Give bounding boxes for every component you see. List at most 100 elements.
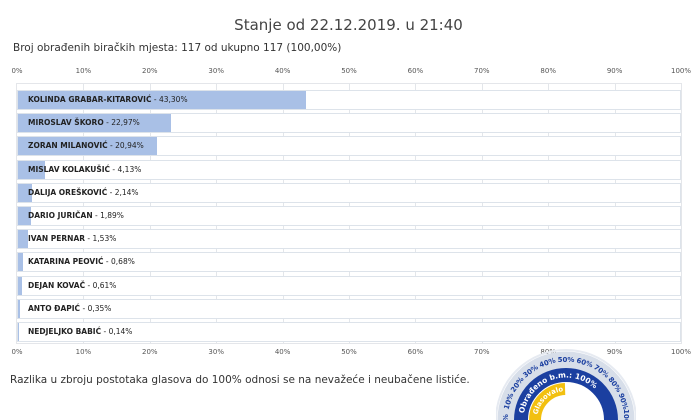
- x-tick-label: 40%: [274, 67, 291, 75]
- separator: -: [107, 187, 115, 197]
- x-tick-label: 0%: [11, 67, 23, 75]
- gauge-tick-label: 50%: [558, 356, 575, 364]
- turnout-gauge: 0%10%20%30%40% 50% 60%70%80%90%100%Obrađen…: [496, 325, 636, 420]
- candidate-row: DARIO JURIČAN - 1,89%: [17, 206, 681, 226]
- candidate-label: ANTO ĐAPIĆ - 0,35%: [28, 300, 111, 318]
- candidate-name: NEDJELJKO BABIĆ: [28, 327, 102, 336]
- result-bar: [18, 207, 31, 225]
- candidate-percentage: 20,94%: [115, 141, 144, 151]
- candidate-name: IVAN PERNAR: [28, 234, 86, 244]
- candidate-label: DALIJA OREŠKOVIĆ - 2,14%: [28, 184, 139, 202]
- candidate-name: DEJAN KOVAČ: [28, 280, 86, 290]
- result-bar: [18, 183, 33, 202]
- gauge-tick-label: 0%: [502, 414, 510, 420]
- x-axis-top: 0% 10% 20% 30% 40% 50% 60% 70% 80% 90% 100%: [11, 67, 691, 79]
- candidate-percentage: 0,61%: [92, 280, 117, 290]
- x-tick-label: 60%: [407, 348, 424, 356]
- page-title: Stanje od 22.12.2019. u 21:40: [234, 16, 463, 34]
- separator: -: [101, 327, 109, 336]
- result-bar: [18, 323, 19, 341]
- x-tick-label: 30%: [208, 67, 224, 75]
- candidate-name: ZORAN MILANOVIĆ: [28, 141, 108, 151]
- separator: -: [103, 118, 112, 128]
- candidate-name: MIROSLAV ŠKORO: [28, 118, 104, 128]
- separator: -: [92, 211, 101, 220]
- candidate-percentage: 1,53%: [92, 234, 117, 244]
- candidate-label: ZORAN MILANOVIĆ - 20,94%: [28, 137, 144, 155]
- candidate-row: ZORAN MILANOVIĆ - 20,94%: [17, 136, 681, 157]
- result-bar: [18, 114, 171, 133]
- result-bar: [18, 230, 29, 249]
- turnout-arc: [529, 383, 566, 420]
- result-bar: [18, 91, 306, 109]
- candidate-name: KATARINA PEOVIĆ: [28, 257, 104, 267]
- x-tick-label: 20%: [142, 348, 158, 356]
- processed-stations-summary: Broj obrađenih biračkih mjesta: 117 od u…: [13, 42, 342, 54]
- processed-arc: [514, 368, 618, 420]
- gauge-border: [496, 349, 636, 420]
- separator: -: [85, 234, 93, 244]
- results-bar-chart: 0% 10% 20% 30% 40% 50% 60% 70% 80% 90% 100% KOLIND…: [11, 67, 691, 356]
- candidate-percentage: 0,68%: [111, 257, 135, 267]
- separator: -: [80, 303, 88, 313]
- candidate-row: DEJAN KOVAČ - 0,61%: [17, 275, 681, 296]
- separator: -: [107, 141, 116, 151]
- plot-area: KOLINDA GRABAR-KITAROVIĆ - 43,30% MIROSLA…: [16, 83, 682, 344]
- gauge-tick-ring: [497, 351, 635, 420]
- candidate-percentage: 0,35%: [87, 303, 112, 313]
- x-tick-label: 100%: [670, 348, 692, 356]
- candidate-name: ANTO ĐAPIĆ: [28, 303, 81, 313]
- candidate-row: MISLAV KOLAKUŠIĆ - 4,13%: [17, 159, 681, 180]
- candidate-percentage: 2,14%: [114, 187, 139, 197]
- candidate-row: IVAN PERNAR - 1,53%: [17, 229, 681, 250]
- candidate-row: KATARINA PEOVIĆ - 0,68%: [17, 252, 681, 273]
- candidate-percentage: 0,14%: [108, 327, 133, 336]
- candidate-label: KATARINA PEOVIĆ - 0,68%: [28, 253, 135, 271]
- candidate-label: DARIO JURIČAN - 1,89%: [28, 207, 124, 225]
- x-tick-label: 10%: [75, 348, 92, 356]
- result-bar: [18, 253, 23, 272]
- candidate-name: MISLAV KOLAKUŠIĆ: [28, 164, 111, 174]
- candidate-row: NEDJELJKO BABIĆ - 0,14%: [17, 322, 681, 342]
- x-tick-label: 100%: [670, 67, 692, 75]
- candidate-percentage: 43,30%: [158, 95, 188, 104]
- candidate-row: MIROSLAV ŠKORO - 22,97%: [17, 113, 681, 134]
- candidate-name: DARIO JURIČAN: [28, 211, 93, 220]
- gauge-tick-label: 100%: [622, 409, 630, 420]
- separator: -: [151, 95, 159, 104]
- candidate-label: DEJAN KOVAČ - 0,61%: [28, 277, 116, 295]
- result-bar: [18, 299, 21, 318]
- result-bar: [18, 276, 23, 295]
- x-tick-label: 70%: [474, 67, 490, 75]
- x-tick-label: 40%: [274, 348, 291, 356]
- candidate-label: MIROSLAV ŠKORO - 22,97%: [28, 114, 140, 132]
- x-tick-label: 10%: [75, 67, 92, 75]
- x-tick-label: 20%: [142, 67, 158, 75]
- x-tick-label: 30%: [208, 348, 224, 356]
- candidate-name: DALIJA OREŠKOVIĆ: [28, 187, 108, 197]
- x-tick-label: 50%: [341, 348, 357, 356]
- footnote: Razlika u zbroju postotaka glasova do 10…: [10, 374, 470, 386]
- candidate-label: IVAN PERNAR - 1,53%: [28, 230, 116, 248]
- x-tick-label: 50%: [341, 67, 357, 75]
- candidate-label: MISLAV KOLAKUŠIĆ - 4,13%: [28, 161, 141, 179]
- x-tick-label: 60%: [407, 67, 424, 75]
- candidate-percentage: 1,89%: [100, 211, 124, 220]
- separator: -: [110, 164, 118, 174]
- x-tick-label: 90%: [606, 67, 623, 75]
- x-tick-label: 70%: [474, 348, 490, 356]
- separator: -: [85, 280, 93, 290]
- candidate-row: KOLINDA GRABAR-KITAROVIĆ - 43,30%: [17, 90, 681, 110]
- candidate-percentage: 22,97%: [111, 118, 140, 128]
- candidate-label: NEDJELJKO BABIĆ - 0,14%: [28, 323, 132, 341]
- candidate-row: DALIJA OREŠKOVIĆ - 2,14%: [17, 182, 681, 203]
- x-tick-label: 90%: [606, 348, 623, 356]
- candidate-name: KOLINDA GRABAR-KITAROVIĆ: [28, 95, 152, 104]
- candidate-label: KOLINDA GRABAR-KITAROVIĆ - 43,30%: [28, 91, 188, 109]
- separator: -: [103, 257, 112, 267]
- candidate-percentage: 4,13%: [117, 164, 142, 174]
- x-tick-label: 0%: [11, 348, 23, 356]
- result-bar: [18, 160, 46, 179]
- candidate-row: ANTO ĐAPIĆ - 0,35%: [17, 298, 681, 319]
- x-tick-label: 80%: [540, 67, 556, 75]
